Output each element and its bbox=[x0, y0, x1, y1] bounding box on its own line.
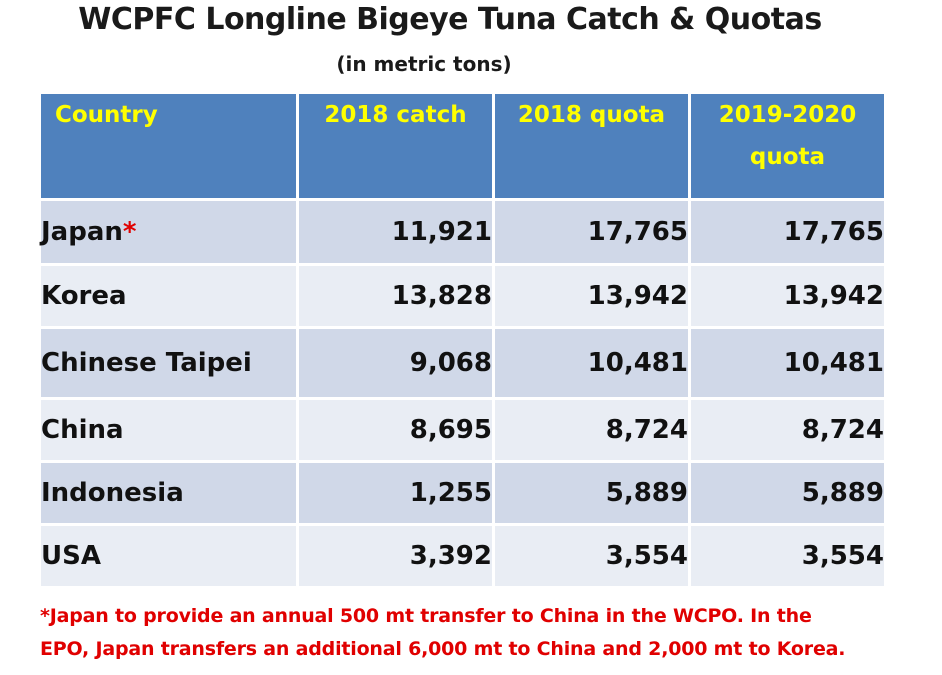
page-title: WCPFC Longline Bigeye Tuna Catch & Quota… bbox=[78, 2, 822, 37]
table-header-row: Country 2018 catch 2018 quota 2019-2020 … bbox=[41, 94, 884, 198]
quota-2018-cell: 10,481 bbox=[495, 329, 688, 397]
country-cell: Indonesia bbox=[41, 463, 296, 523]
footnote-line-2: EPO, Japan transfers an additional 6,000… bbox=[40, 638, 846, 660]
quota-2019-2020-cell: 10,481 bbox=[691, 329, 884, 397]
header-2019-2020-quota-line1: 2019-2020 bbox=[718, 102, 857, 128]
header-2019-2020-quota-line2: quota bbox=[749, 144, 826, 170]
quota-2019-2020-cell: 3,554 bbox=[691, 526, 884, 586]
catch-2018-cell: 13,828 bbox=[299, 266, 492, 326]
table-row: Chinese Taipei 9,068 10,481 10,481 bbox=[41, 329, 884, 397]
catch-2018-cell: 1,255 bbox=[299, 463, 492, 523]
page-subtitle: (in metric tons) bbox=[336, 52, 512, 76]
catch-2018-cell: 11,921 bbox=[299, 201, 492, 263]
table-row: USA 3,392 3,554 3,554 bbox=[41, 526, 884, 586]
quota-2019-2020-cell: 17,765 bbox=[691, 201, 884, 263]
country-name: Japan bbox=[41, 217, 123, 247]
quota-2018-cell: 8,724 bbox=[495, 400, 688, 460]
country-cell: China bbox=[41, 400, 296, 460]
country-cell: Japan* bbox=[41, 201, 296, 263]
header-2018-catch: 2018 catch bbox=[299, 94, 492, 198]
quota-2018-cell: 17,765 bbox=[495, 201, 688, 263]
country-cell: Korea bbox=[41, 266, 296, 326]
table-row: China 8,695 8,724 8,724 bbox=[41, 400, 884, 460]
table-row: Korea 13,828 13,942 13,942 bbox=[41, 266, 884, 326]
country-cell: USA bbox=[41, 526, 296, 586]
quota-2018-cell: 5,889 bbox=[495, 463, 688, 523]
quota-2019-2020-cell: 5,889 bbox=[691, 463, 884, 523]
quota-2019-2020-cell: 13,942 bbox=[691, 266, 884, 326]
country-cell: Chinese Taipei bbox=[41, 329, 296, 397]
header-country: Country bbox=[41, 94, 296, 198]
quota-2018-cell: 13,942 bbox=[495, 266, 688, 326]
catch-2018-cell: 8,695 bbox=[299, 400, 492, 460]
footnote-line-1: *Japan to provide an annual 500 mt trans… bbox=[40, 605, 812, 627]
footnote: *Japan to provide an annual 500 mt trans… bbox=[40, 600, 935, 666]
quota-2019-2020-cell: 8,724 bbox=[691, 400, 884, 460]
table-row: Japan* 11,921 17,765 17,765 bbox=[41, 201, 884, 263]
catch-2018-cell: 9,068 bbox=[299, 329, 492, 397]
footnote-marker: * bbox=[122, 217, 137, 247]
quota-table: Country 2018 catch 2018 quota 2019-2020 … bbox=[38, 91, 887, 589]
table-row: Indonesia 1,255 5,889 5,889 bbox=[41, 463, 884, 523]
header-2018-quota: 2018 quota bbox=[495, 94, 688, 198]
header-2019-2020-quota: 2019-2020 quota bbox=[691, 94, 884, 198]
catch-2018-cell: 3,392 bbox=[299, 526, 492, 586]
quota-2018-cell: 3,554 bbox=[495, 526, 688, 586]
